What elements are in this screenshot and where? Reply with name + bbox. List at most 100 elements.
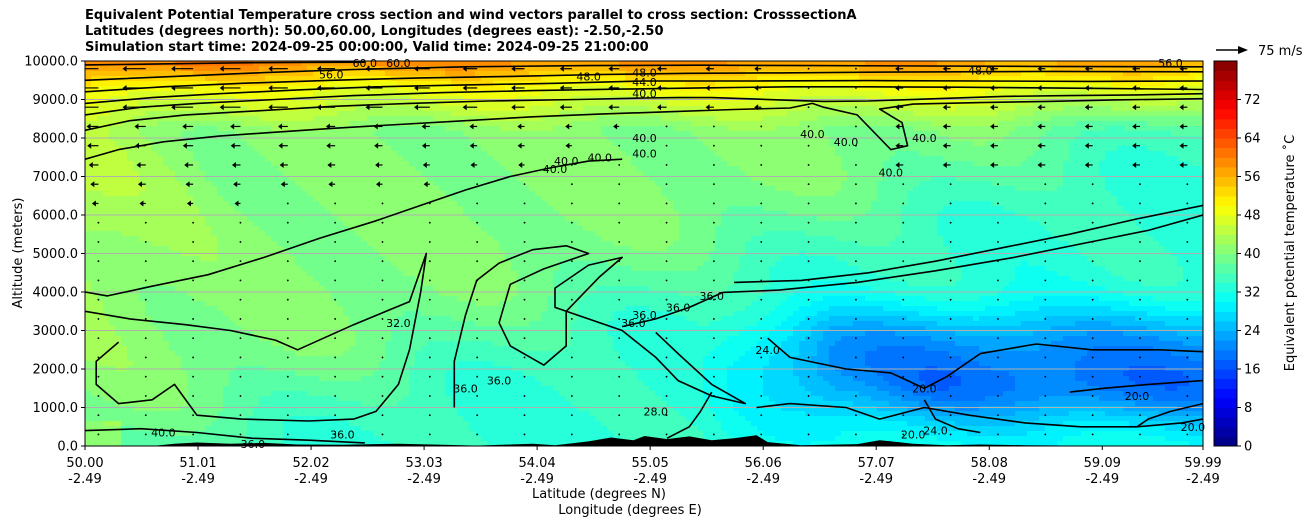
wind-vector xyxy=(807,67,810,70)
wind-vector xyxy=(279,161,288,168)
wind-vector xyxy=(1186,221,1189,224)
contour-line xyxy=(85,79,1203,105)
terrain-shape xyxy=(85,435,1203,446)
wind-vector xyxy=(570,337,573,340)
wind-vector xyxy=(712,318,715,320)
wind-vector xyxy=(85,87,99,89)
x-tick-label-lon: -2.49 xyxy=(407,472,441,487)
wind-vector xyxy=(334,202,337,205)
wind-vector xyxy=(268,84,288,91)
y-tick-label: 10000.0 xyxy=(24,55,78,70)
wind-vector xyxy=(949,260,952,263)
wind-vector xyxy=(239,375,242,378)
colorbar-band xyxy=(1214,109,1237,120)
wind-vector xyxy=(1179,104,1188,111)
wind-vector xyxy=(171,104,194,111)
wind-vector xyxy=(902,318,905,320)
wind-vector xyxy=(618,144,621,147)
wind-vector xyxy=(1139,318,1141,320)
wind-vector xyxy=(902,337,905,340)
wind-vector xyxy=(712,164,715,166)
colorbar-band xyxy=(1214,195,1237,206)
wind-vector xyxy=(122,104,146,111)
colorbar-band xyxy=(1214,234,1237,245)
colorbar-band xyxy=(1214,436,1237,447)
wind-vector xyxy=(855,375,857,378)
wind-vector xyxy=(462,84,478,91)
wind-vector xyxy=(381,395,384,397)
wind-vector xyxy=(949,433,952,436)
colorbar-band xyxy=(1214,70,1237,81)
colorbar-band xyxy=(1214,349,1237,360)
contour-label: 20.0 xyxy=(912,382,937,395)
contour-label: 36.0 xyxy=(632,309,657,322)
wind-vector xyxy=(807,87,810,89)
contour-line xyxy=(453,245,747,408)
wind-vector xyxy=(570,395,573,397)
colorbar-band xyxy=(1214,397,1237,408)
wind-vector xyxy=(334,221,337,224)
wind-vector xyxy=(608,84,620,91)
wind-vector xyxy=(1084,123,1093,130)
x-tick-label-lat: 54.04 xyxy=(519,456,556,471)
wind-vector xyxy=(855,87,857,89)
wind-vector xyxy=(1044,414,1047,417)
wind-vector xyxy=(855,241,857,243)
wind-vector xyxy=(87,142,99,149)
contour-label: 60.0 xyxy=(386,57,411,70)
wind-vector xyxy=(559,84,572,91)
colorbar-band xyxy=(1214,138,1237,149)
wind-vector xyxy=(476,414,479,417)
wind-vector xyxy=(902,241,905,243)
wind-vector xyxy=(144,395,147,397)
wind-vector xyxy=(1044,279,1047,282)
wind-vector xyxy=(334,356,337,359)
wind-vector xyxy=(807,375,810,378)
wind-vector xyxy=(286,337,289,340)
wind-vector xyxy=(570,202,573,205)
wind-vector xyxy=(476,202,479,205)
wind-vector xyxy=(1139,356,1141,359)
terrain xyxy=(85,435,1203,446)
wind-vector xyxy=(144,241,147,243)
wind-vector xyxy=(1044,356,1047,359)
wind-vector xyxy=(760,279,763,282)
wind-vector xyxy=(476,298,479,301)
wind-vector xyxy=(665,260,668,263)
y-tick-label: 8000.0 xyxy=(33,132,79,147)
wind-vector xyxy=(895,142,904,149)
wind-vector xyxy=(428,318,431,320)
y-tick-label: 6000.0 xyxy=(33,209,79,224)
wind-vector xyxy=(97,356,100,359)
wind-vector xyxy=(476,356,479,359)
wind-vector xyxy=(902,183,905,186)
wind-vector xyxy=(807,298,810,301)
wind-vector xyxy=(365,104,383,111)
wind-vector xyxy=(144,356,147,359)
wind-vector xyxy=(381,337,384,340)
x-tick-label-lat: 59.99 xyxy=(1184,456,1221,471)
contour-label: 40.0 xyxy=(151,427,176,440)
wind-vector xyxy=(470,161,478,168)
wind-vector xyxy=(997,337,999,340)
wind-vector xyxy=(997,221,999,224)
wind-vector xyxy=(428,433,431,436)
y-tick-label: 2000.0 xyxy=(33,363,79,378)
wind-vector xyxy=(523,279,526,282)
wind-vector xyxy=(997,433,999,436)
wind-vector xyxy=(997,356,999,359)
contour-line xyxy=(756,402,1203,428)
contour-line xyxy=(1136,402,1203,428)
wind-vector xyxy=(618,221,621,224)
wind-vector xyxy=(239,298,242,301)
contour-label: 40.0 xyxy=(554,155,579,168)
wind-vector xyxy=(122,84,146,91)
wind-vector xyxy=(618,279,621,282)
wind-vector xyxy=(381,202,384,205)
wind-vector xyxy=(1186,260,1189,263)
x-tick-label-lat: 58.08 xyxy=(971,456,1008,471)
colorbar-band xyxy=(1214,61,1237,72)
wind-vector xyxy=(1091,318,1094,320)
contour-line xyxy=(767,337,1203,390)
wind-vector xyxy=(381,318,384,320)
